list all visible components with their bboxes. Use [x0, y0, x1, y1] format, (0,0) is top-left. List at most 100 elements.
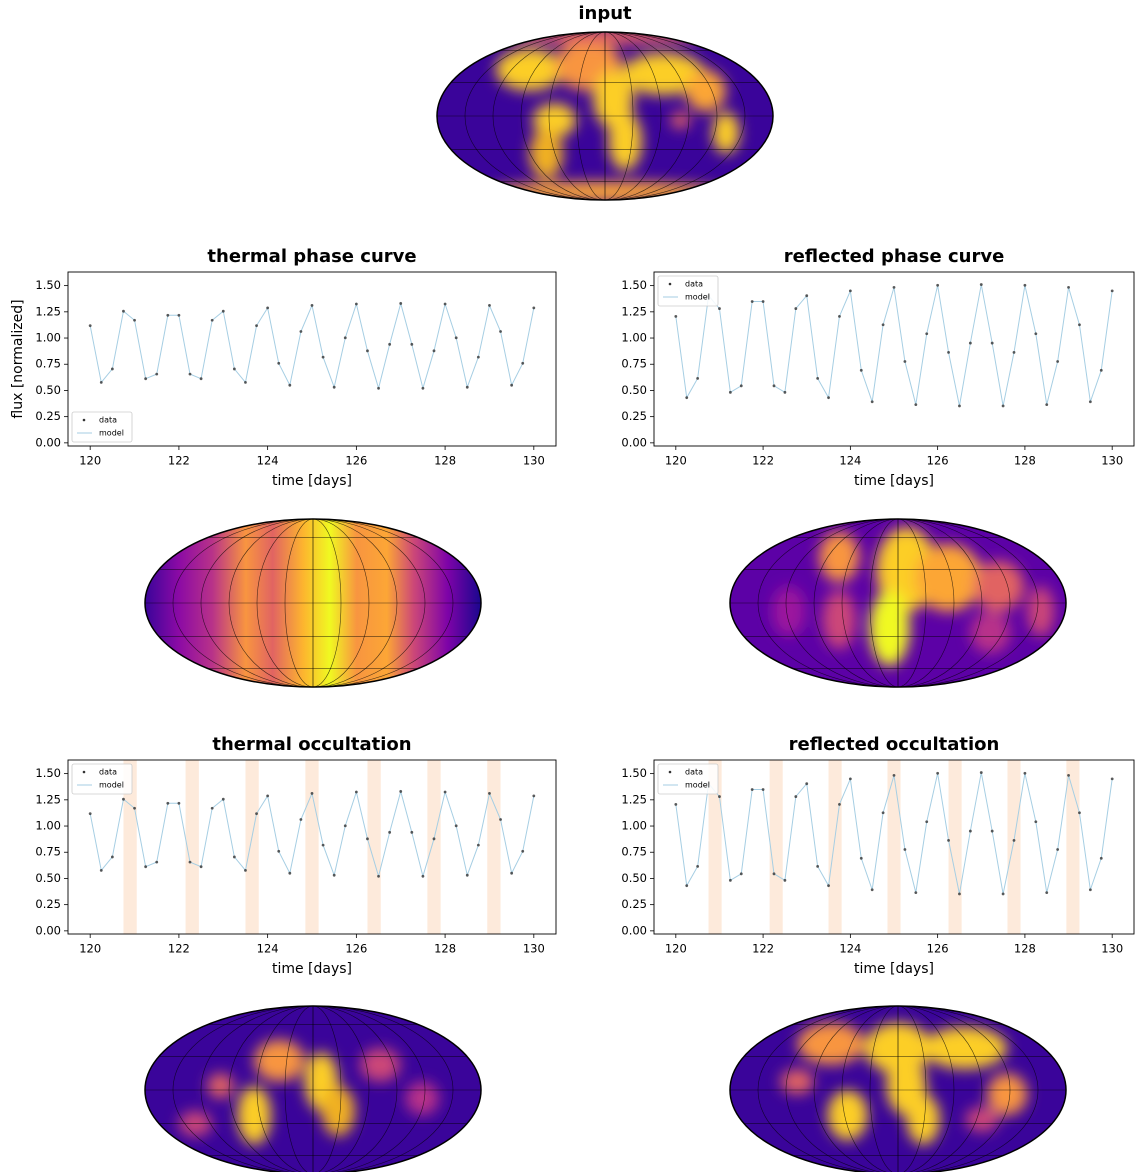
- data-point: [1099, 856, 1103, 860]
- data-point: [255, 324, 258, 328]
- data-point: [990, 341, 994, 345]
- chart-title: input: [578, 3, 632, 24]
- map-feature: [970, 611, 1011, 654]
- legend-marker: [668, 282, 672, 286]
- data-point: [1023, 771, 1027, 775]
- data-point: [968, 341, 972, 345]
- occultation-span: [769, 760, 783, 934]
- map-feature: [254, 1039, 305, 1082]
- data-point: [88, 812, 92, 816]
- map-feature: [670, 111, 691, 129]
- legend-label: model: [685, 781, 710, 790]
- data-point: [332, 385, 336, 389]
- data-point: [1088, 400, 1092, 404]
- legend-label: model: [99, 781, 124, 790]
- data-point: [783, 878, 787, 882]
- data-point: [110, 367, 114, 371]
- y-tick-label: 0.50: [621, 871, 647, 885]
- data-point: [443, 790, 447, 794]
- data-point: [728, 390, 732, 394]
- map-feature: [529, 128, 563, 179]
- data-point: [377, 874, 380, 878]
- y-tick-label: 1.50: [35, 278, 61, 292]
- data-point: [1067, 774, 1070, 777]
- data-point: [968, 829, 972, 833]
- x-tick-label: 122: [168, 942, 190, 956]
- data-point: [299, 818, 303, 821]
- data-point: [1056, 848, 1060, 851]
- map-feature: [621, 53, 706, 95]
- data-point: [144, 865, 148, 869]
- occultation-span: [887, 760, 901, 934]
- data-point: [816, 864, 820, 868]
- data-point: [288, 871, 292, 875]
- data-point: [476, 843, 480, 847]
- data-point: [210, 318, 214, 322]
- data-point: [232, 855, 236, 859]
- map-feature: [965, 1106, 999, 1132]
- data-point: [947, 350, 950, 354]
- data-point: [532, 794, 536, 798]
- data-point: [410, 830, 414, 834]
- data-point: [144, 377, 148, 381]
- data-point: [488, 304, 491, 307]
- data-point: [377, 386, 380, 390]
- map: [730, 1006, 1066, 1172]
- data-point: [914, 403, 918, 406]
- data-point: [903, 360, 907, 363]
- map-feature: [869, 590, 910, 666]
- data-point: [354, 302, 358, 306]
- x-axis-label: time [days]: [854, 961, 934, 977]
- data-point: [979, 771, 983, 774]
- data-point: [947, 838, 950, 842]
- occultation-span: [708, 760, 722, 934]
- y-tick-label: 0.50: [35, 871, 61, 885]
- x-tick-label: 120: [665, 942, 687, 956]
- data-point: [288, 383, 292, 387]
- map-feature: [360, 1048, 401, 1082]
- data-point: [1001, 892, 1005, 896]
- data-point: [266, 306, 270, 310]
- data-point: [761, 300, 765, 303]
- data-point: [750, 300, 754, 303]
- data-point: [221, 797, 225, 801]
- data-point: [816, 376, 820, 380]
- map: [145, 519, 481, 687]
- data-point: [454, 336, 458, 340]
- legend-marker: [82, 770, 86, 774]
- data-point: [88, 324, 92, 328]
- data-point: [310, 304, 314, 307]
- map: [437, 32, 773, 200]
- map-features: [780, 1022, 1028, 1145]
- data-point: [870, 888, 874, 892]
- data-point: [696, 864, 700, 868]
- map-feature: [827, 1090, 868, 1141]
- x-tick-label: 120: [79, 454, 101, 468]
- data-point: [881, 811, 885, 815]
- model-line: [675, 284, 1113, 407]
- data-point: [521, 849, 525, 853]
- data-point: [1110, 289, 1114, 293]
- data-point: [1078, 811, 1081, 815]
- data-point: [881, 323, 885, 327]
- map-outline: [729, 518, 1067, 688]
- data-point: [914, 891, 918, 894]
- y-tick-label: 1.00: [621, 331, 647, 345]
- data-point: [1034, 820, 1038, 824]
- map-feature: [495, 48, 563, 91]
- occultation-span: [367, 760, 381, 934]
- data-point: [122, 797, 125, 801]
- x-tick-label: 126: [345, 454, 367, 468]
- data-point: [465, 873, 469, 877]
- map-feature: [685, 69, 726, 112]
- data-point: [794, 795, 798, 798]
- y-tick-label: 1.25: [35, 304, 61, 318]
- data-point: [870, 400, 874, 404]
- y-tick-label: 1.25: [621, 304, 647, 318]
- x-tick-label: 122: [752, 454, 774, 468]
- data-point: [892, 286, 896, 289]
- data-point: [1045, 403, 1049, 406]
- map-feature: [923, 1027, 1008, 1069]
- occultation-span: [1007, 760, 1021, 934]
- data-point: [166, 313, 170, 317]
